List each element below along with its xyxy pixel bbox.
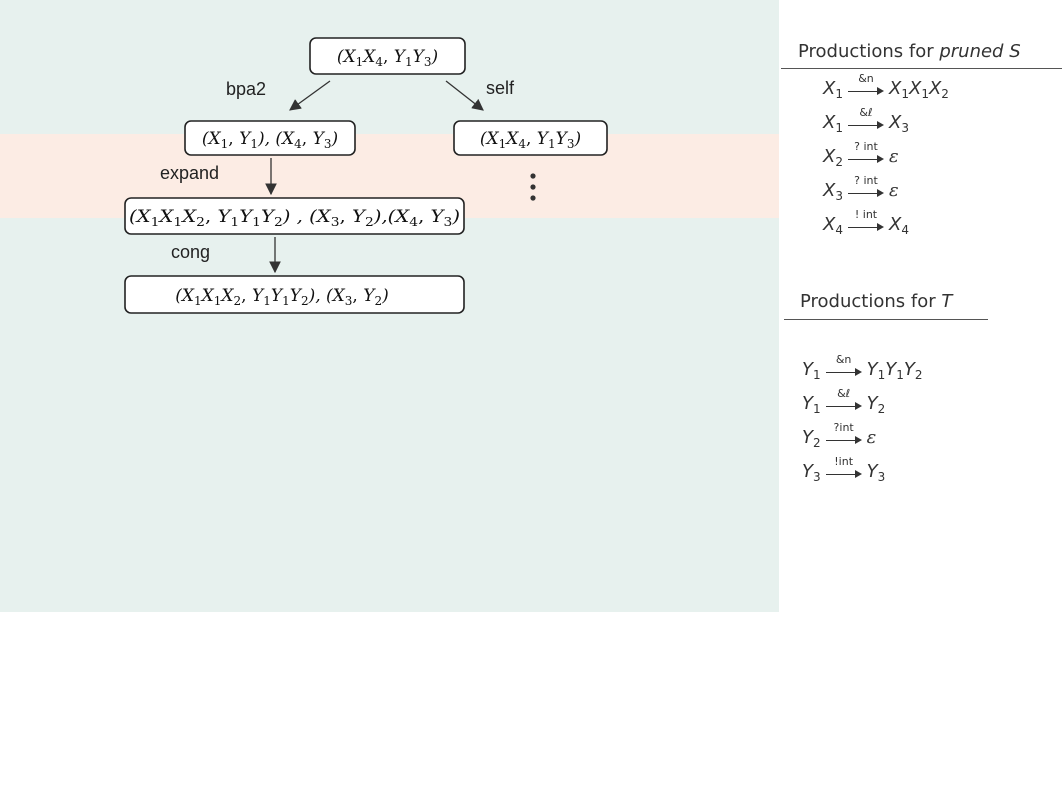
- production-t-rule: Y1 &ℓ Y2: [802, 387, 886, 419]
- edge-bpa2: [289, 80, 331, 111]
- productions-t-divider: [784, 319, 988, 320]
- rule-action-label: &n: [835, 353, 852, 366]
- transition-arrow-icon: ?int: [825, 421, 863, 453]
- edge-self: [445, 80, 484, 111]
- rule-rhs: Y3: [866, 461, 886, 484]
- rule-lhs: X1: [823, 78, 843, 101]
- production-s-rule: X4 ! int X4: [823, 208, 909, 240]
- production-t-rule: Y3 !int Y3: [802, 455, 886, 487]
- congruence-node-label: (X1​X1​X2​, Y1​Y1​Y2​), (X3​, Y2​): [175, 286, 388, 308]
- root-node-label: (X1​X4​, Y1​Y3​): [337, 47, 438, 69]
- rule-action-label: !int: [834, 455, 854, 468]
- transition-arrow-icon: &ℓ: [847, 106, 885, 138]
- rule-action-label: ? int: [854, 174, 878, 187]
- transition-arrow-icon: ! int: [847, 208, 885, 240]
- edge-label-expand: expand: [160, 163, 219, 183]
- derivation-tree: (X1​X4​, Y1​Y3​) (X1​, Y1​), (X4​, Y3​) …: [124, 37, 608, 314]
- vertical-ellipsis-icon: [530, 173, 536, 201]
- edge-label-self: self: [486, 78, 515, 98]
- rule-lhs: X2: [823, 146, 843, 169]
- expanded-node: [124, 197, 465, 235]
- rule-lhs: X1: [823, 112, 843, 135]
- rule-action-label: &ℓ: [859, 106, 873, 119]
- rule-rhs: ε: [866, 427, 877, 448]
- rule-action-label: ?int: [833, 421, 854, 434]
- congruence-node: [124, 275, 465, 314]
- rule-action-label: ? int: [854, 140, 878, 153]
- rule-rhs: ε: [888, 146, 899, 167]
- root-node: [309, 37, 466, 75]
- rule-rhs: X1X1X2: [888, 78, 949, 101]
- left-child-node: [184, 120, 356, 156]
- expanded-node-label: (X1​X1​X2​, Y1​Y1​Y2​) , (X3​, Y2​),(X4​…: [129, 207, 460, 229]
- left-child-node-label: (X1​, Y1​), (X4​, Y3​): [202, 129, 338, 151]
- production-s-rule: X3 ? int ε: [823, 174, 899, 206]
- rule-rhs: Y2: [866, 393, 886, 416]
- transition-arrow-icon: &n: [847, 72, 885, 104]
- transition-arrow-icon: &ℓ: [825, 387, 863, 419]
- rule-rhs: Y1Y1Y2: [866, 359, 923, 382]
- edge-label-cong: cong: [171, 242, 210, 262]
- transition-arrow-icon: ? int: [847, 174, 885, 206]
- production-s-rule: X1 &ℓ X3: [823, 106, 909, 138]
- production-s-rule: X1 &n X1X1X2: [823, 72, 949, 104]
- transition-arrow-icon: !int: [825, 455, 863, 487]
- production-t-rule: Y1 &n Y1Y1Y2: [802, 353, 923, 385]
- rule-lhs: X3: [823, 180, 843, 203]
- transition-arrow-icon: ? int: [847, 140, 885, 172]
- rule-rhs: X3: [888, 112, 909, 135]
- edge-label-bpa2: bpa2: [226, 79, 266, 99]
- rule-lhs: Y3: [802, 461, 821, 484]
- productions-t-heading: Productions for T: [800, 291, 953, 312]
- rule-rhs: ε: [888, 180, 899, 201]
- transition-arrow-icon: &n: [825, 353, 863, 385]
- production-t-rule: Y2 ?int ε: [802, 421, 877, 453]
- rule-action-label: ! int: [854, 208, 878, 221]
- rule-rhs: X4: [888, 214, 909, 237]
- right-child-node: [453, 120, 608, 156]
- rule-action-label: &n: [858, 72, 874, 85]
- productions-s-heading: Productions for pruned S: [798, 41, 1021, 62]
- production-s-rule: X2 ? int ε: [823, 140, 899, 172]
- rule-lhs: X4: [823, 214, 843, 237]
- rule-lhs: Y2: [802, 427, 821, 450]
- right-child-node-label: (X1​X4​, Y1​Y3​): [480, 129, 581, 151]
- rule-lhs: Y1: [802, 393, 821, 416]
- rule-lhs: Y1: [802, 359, 821, 382]
- productions-s-divider: [781, 68, 1062, 69]
- rule-action-label: &ℓ: [837, 387, 851, 400]
